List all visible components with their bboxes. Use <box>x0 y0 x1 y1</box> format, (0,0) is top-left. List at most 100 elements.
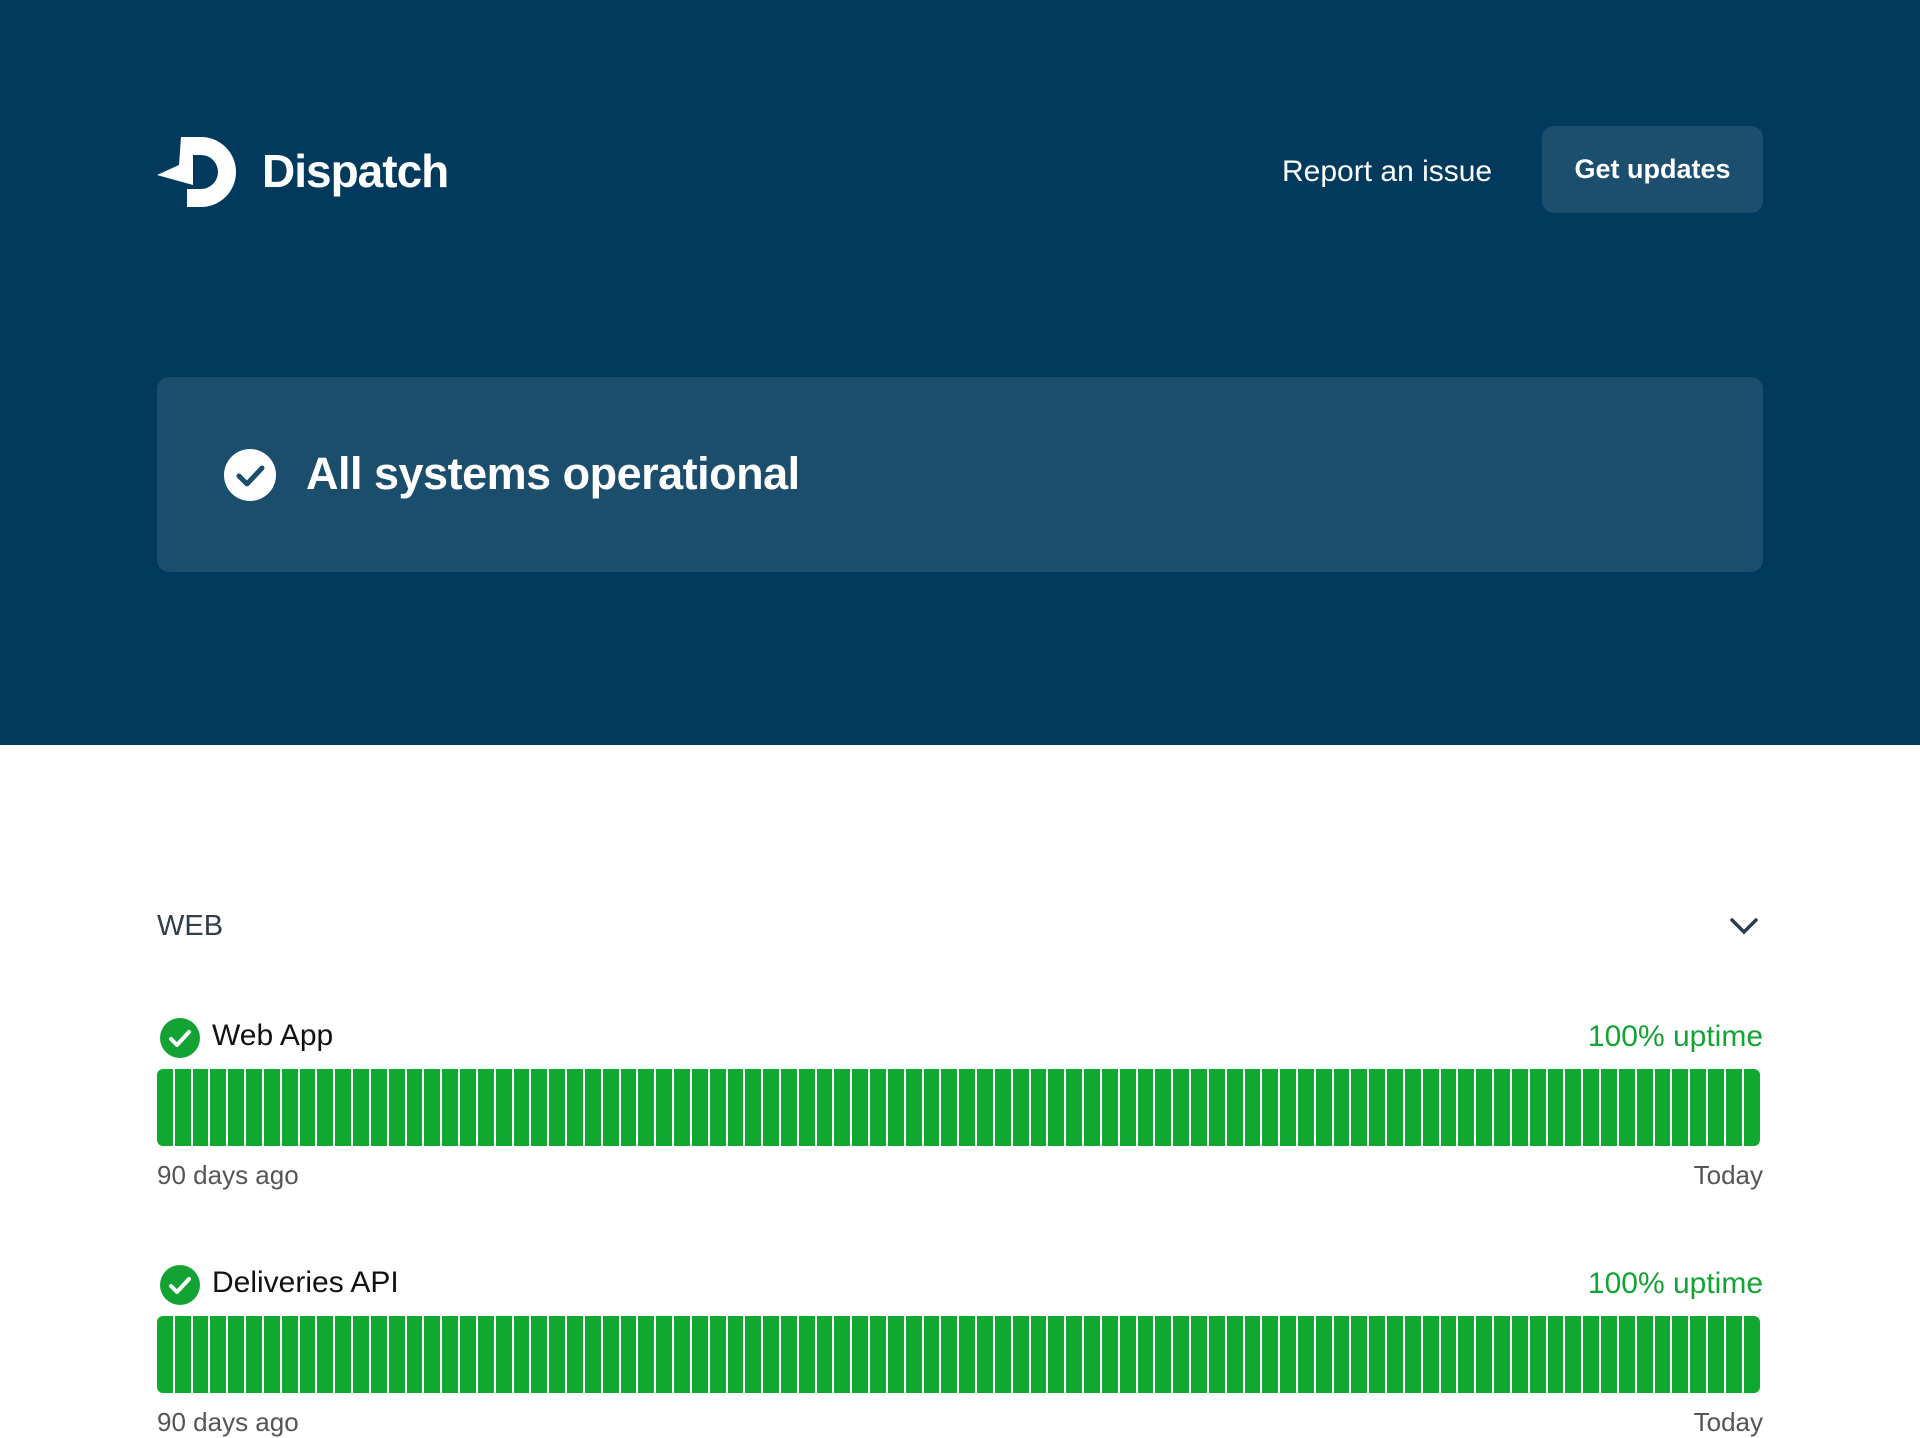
day-segment[interactable] <box>477 1316 494 1393</box>
day-segment[interactable] <box>210 1316 227 1393</box>
day-segment[interactable] <box>1440 1069 1457 1146</box>
day-segment[interactable] <box>442 1069 459 1146</box>
day-segment[interactable] <box>638 1316 655 1393</box>
day-segment[interactable] <box>656 1069 673 1146</box>
day-segment[interactable] <box>1226 1069 1243 1146</box>
day-segment[interactable] <box>317 1316 334 1393</box>
day-segment[interactable] <box>798 1316 815 1393</box>
day-segment[interactable] <box>1298 1316 1314 1393</box>
day-segment[interactable] <box>780 1316 797 1393</box>
day-segment[interactable] <box>1404 1316 1421 1393</box>
day-segment[interactable] <box>763 1069 779 1146</box>
day-segment[interactable] <box>674 1069 690 1146</box>
day-segment[interactable] <box>174 1316 191 1393</box>
day-segment[interactable] <box>1244 1316 1261 1393</box>
day-segment[interactable] <box>174 1069 191 1146</box>
day-segment[interactable] <box>1262 1069 1279 1146</box>
day-segment[interactable] <box>798 1069 815 1146</box>
day-segment[interactable] <box>977 1316 993 1393</box>
day-segment[interactable] <box>780 1069 797 1146</box>
day-segment[interactable] <box>709 1316 726 1393</box>
day-segment[interactable] <box>1030 1316 1047 1393</box>
day-segment[interactable] <box>1387 1316 1403 1393</box>
day-segment[interactable] <box>1084 1069 1100 1146</box>
report-link[interactable]: Report an issue <box>1282 155 1493 188</box>
day-segment[interactable] <box>1511 1069 1528 1146</box>
day-segment[interactable] <box>1476 1069 1493 1146</box>
day-segment[interactable] <box>816 1316 833 1393</box>
day-segment[interactable] <box>887 1316 904 1393</box>
day-segment[interactable] <box>1708 1069 1724 1146</box>
day-segment[interactable] <box>1743 1316 1760 1393</box>
day-segment[interactable] <box>1012 1069 1029 1146</box>
day-segment[interactable] <box>531 1069 548 1146</box>
day-segment[interactable] <box>1672 1316 1689 1393</box>
day-segment[interactable] <box>1476 1316 1493 1393</box>
day-segment[interactable] <box>567 1069 583 1146</box>
day-segment[interactable] <box>745 1069 762 1146</box>
day-segment[interactable] <box>691 1069 708 1146</box>
day-segment[interactable] <box>1387 1069 1403 1146</box>
day-segment[interactable] <box>1155 1069 1172 1146</box>
day-segment[interactable] <box>1583 1069 1600 1146</box>
day-segment[interactable] <box>424 1069 441 1146</box>
day-segment[interactable] <box>263 1316 280 1393</box>
day-segment[interactable] <box>1422 1316 1439 1393</box>
day-segment[interactable] <box>513 1069 530 1146</box>
day-segment[interactable] <box>834 1069 851 1146</box>
day-segment[interactable] <box>495 1069 512 1146</box>
day-segment[interactable] <box>1351 1316 1368 1393</box>
day-segment[interactable] <box>388 1316 405 1393</box>
day-segment[interactable] <box>1315 1069 1332 1146</box>
day-segment[interactable] <box>1440 1316 1457 1393</box>
day-segment[interactable] <box>406 1316 423 1393</box>
day-segment[interactable] <box>246 1316 262 1393</box>
day-segment[interactable] <box>941 1316 958 1393</box>
day-segment[interactable] <box>727 1316 744 1393</box>
day-segment[interactable] <box>1725 1316 1742 1393</box>
day-segment[interactable] <box>1618 1069 1635 1146</box>
day-segment[interactable] <box>1030 1069 1047 1146</box>
day-segment[interactable] <box>406 1069 423 1146</box>
day-segment[interactable] <box>1494 1316 1510 1393</box>
day-segment[interactable] <box>1743 1069 1760 1146</box>
day-segment[interactable] <box>1084 1316 1100 1393</box>
day-segment[interactable] <box>353 1316 369 1393</box>
day-segment[interactable] <box>531 1316 548 1393</box>
day-segment[interactable] <box>1208 1069 1225 1146</box>
day-segment[interactable] <box>1369 1069 1386 1146</box>
day-segment[interactable] <box>317 1069 334 1146</box>
day-segment[interactable] <box>994 1316 1011 1393</box>
day-segment[interactable] <box>1137 1069 1154 1146</box>
day-segment[interactable] <box>1048 1069 1065 1146</box>
day-segment[interactable] <box>834 1316 851 1393</box>
day-segment[interactable] <box>228 1316 245 1393</box>
day-segment[interactable] <box>1191 1316 1207 1393</box>
day-segment[interactable] <box>1101 1316 1118 1393</box>
day-segment[interactable] <box>959 1069 976 1146</box>
day-segment[interactable] <box>656 1316 673 1393</box>
day-segment[interactable] <box>1173 1316 1190 1393</box>
day-segment[interactable] <box>281 1069 298 1146</box>
day-segment[interactable] <box>923 1069 940 1146</box>
day-segment[interactable] <box>567 1316 583 1393</box>
day-segment[interactable] <box>1547 1316 1564 1393</box>
day-segment[interactable] <box>674 1316 690 1393</box>
day-segment[interactable] <box>1208 1316 1225 1393</box>
day-segment[interactable] <box>477 1069 494 1146</box>
day-segment[interactable] <box>1101 1069 1118 1146</box>
get-updates-button[interactable]: Get updates <box>1542 126 1763 213</box>
day-segment[interactable] <box>192 1316 209 1393</box>
day-segment[interactable] <box>1654 1316 1671 1393</box>
day-segment[interactable] <box>709 1069 726 1146</box>
day-segment[interactable] <box>1458 1316 1475 1393</box>
day-segment[interactable] <box>1280 1069 1296 1146</box>
day-segment[interactable] <box>157 1316 173 1393</box>
day-segment[interactable] <box>1547 1069 1564 1146</box>
day-segment[interactable] <box>1636 1316 1653 1393</box>
day-segment[interactable] <box>1601 1069 1617 1146</box>
day-segment[interactable] <box>1298 1069 1314 1146</box>
day-segment[interactable] <box>299 1316 316 1393</box>
day-segment[interactable] <box>1404 1069 1421 1146</box>
day-segment[interactable] <box>1654 1069 1671 1146</box>
